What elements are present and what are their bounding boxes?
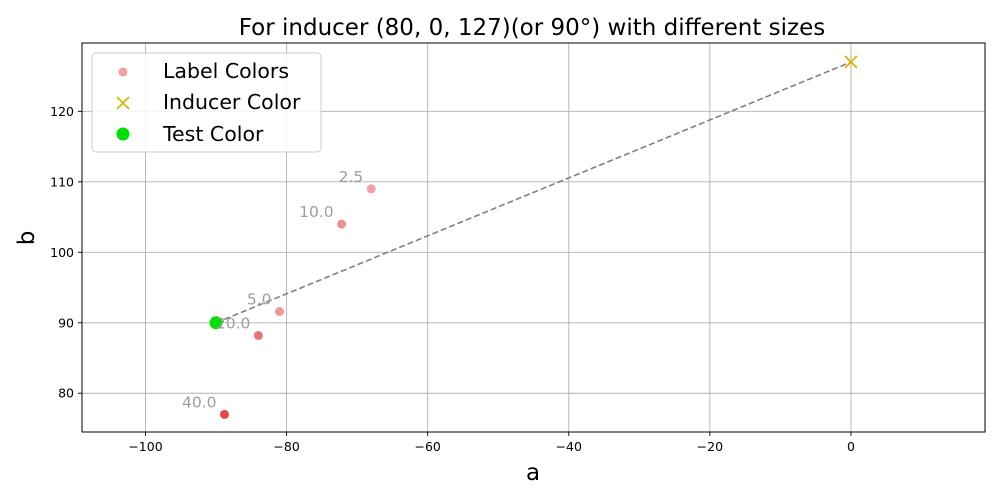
label-color-point — [220, 409, 230, 419]
inducer-test-line-group — [215, 61, 852, 324]
inducer-point — [844, 55, 858, 69]
test-color-point — [209, 316, 223, 330]
y-tick-label: 90 — [58, 315, 74, 330]
label-color-point — [275, 306, 285, 316]
legend-marker-inducer-color — [116, 96, 130, 110]
label-color-point — [253, 330, 263, 340]
inducer-test-line — [215, 61, 852, 324]
point-label: 5.0 — [247, 290, 272, 308]
point-label: 40.0 — [182, 393, 217, 411]
x-tick-label: −80 — [273, 439, 299, 454]
legend-box — [91, 52, 322, 153]
points-group — [209, 55, 858, 419]
legend: Label Colors Inducer Color Test Color — [91, 52, 322, 153]
x-tick-label: −60 — [414, 439, 440, 454]
x-axis-ticks: −100 −80 −60 −40 −20 0 — [128, 432, 855, 454]
legend-marker-test-color — [116, 127, 130, 141]
y-tick-label: 100 — [50, 245, 74, 260]
legend-marker-label-colors — [118, 67, 128, 77]
legend-test-color: Test Color — [162, 122, 264, 146]
y-axis-title: b — [14, 231, 40, 246]
x-tick-label: −20 — [697, 439, 723, 454]
x-axis-title: a — [526, 460, 540, 486]
label-color-point — [337, 219, 347, 229]
point-labels-group: 2.5 10.0 5.0 20.0 40.0 — [182, 168, 363, 412]
chart-title: For inducer (80, 0, 127)(or 90°) with di… — [239, 15, 826, 41]
plot-frame — [81, 42, 986, 433]
legend-label-colors: Label Colors — [163, 59, 289, 83]
point-label: 2.5 — [339, 168, 364, 186]
x-tick-label: −100 — [128, 439, 162, 454]
x-tick-label: 0 — [847, 439, 855, 454]
y-tick-label: 80 — [58, 386, 74, 401]
point-label: 20.0 — [216, 314, 251, 332]
x-tick-label: −40 — [556, 439, 582, 454]
point-label: 10.0 — [299, 203, 334, 221]
label-color-point — [366, 184, 376, 194]
legend-inducer-color: Inducer Color — [163, 90, 301, 114]
y-tick-label: 120 — [50, 104, 74, 119]
y-tick-label: 110 — [50, 174, 74, 189]
y-axis-ticks: 80 90 100 110 120 — [50, 104, 82, 401]
